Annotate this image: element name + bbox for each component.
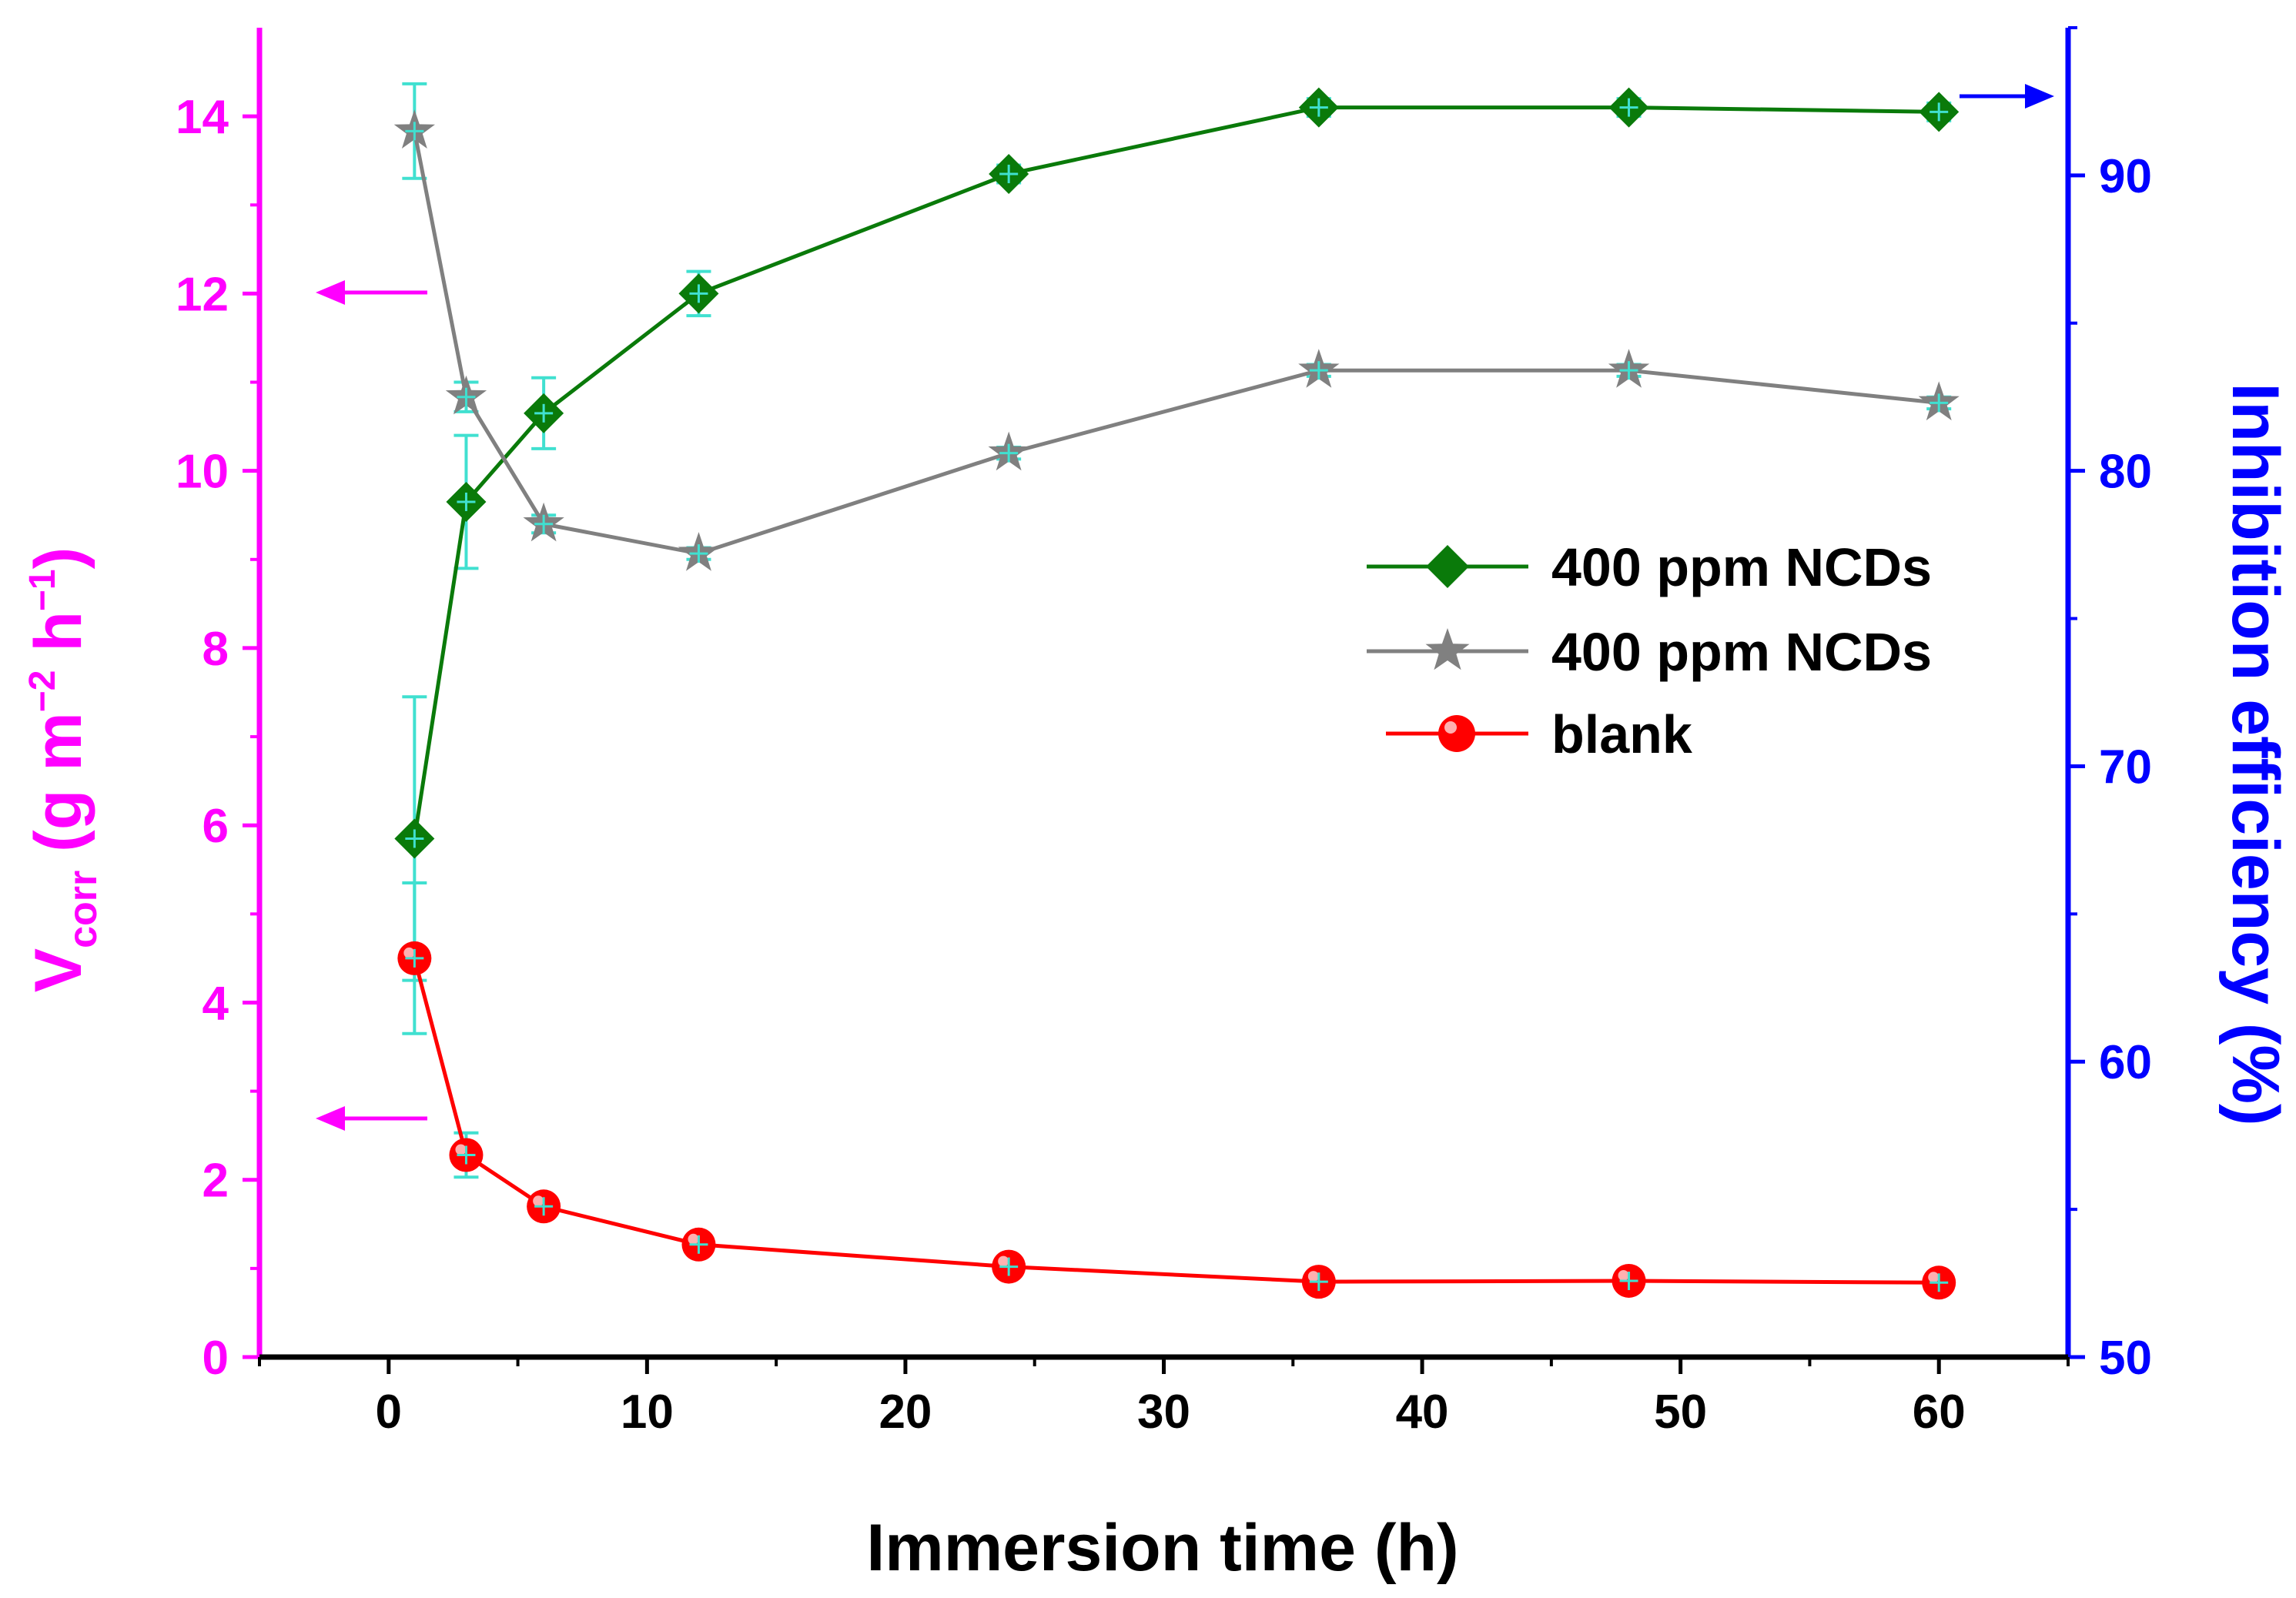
- right-y-ticks: 50 60 70 80 90: [2068, 26, 2152, 1385]
- right-tick-label: 50: [2099, 1332, 2152, 1385]
- right-tick-label: 60: [2099, 1036, 2152, 1089]
- data-point-circle: [397, 941, 432, 975]
- data-point-star: [393, 109, 435, 149]
- data-point-diamond: [1608, 87, 1649, 128]
- data-point-star: [1918, 381, 1960, 421]
- left-tick-label: 14: [176, 91, 229, 144]
- data-point-diamond: [1919, 92, 1960, 132]
- data-point-diamond: [394, 818, 435, 859]
- data-point-circle: [1612, 1263, 1646, 1298]
- left-tick-label: 2: [202, 1155, 229, 1208]
- x-axis-title: Immersion time (h): [866, 1511, 1458, 1585]
- series-markers: [393, 87, 1960, 1300]
- data-point-circle: [681, 1227, 716, 1262]
- x-tick-label: 20: [879, 1386, 932, 1439]
- left-tick-label: 12: [176, 268, 229, 321]
- x-tick-label: 40: [1396, 1386, 1449, 1439]
- x-tick-label: 0: [376, 1386, 402, 1439]
- data-point-circle: [1922, 1265, 1956, 1300]
- legend: 400 ppm NCDs 400 ppm NCDs blank: [1367, 537, 1932, 764]
- series-line-0: [412, 105, 1940, 839]
- data-point-star: [445, 375, 487, 415]
- left-tick-label: 6: [202, 800, 229, 853]
- right-y-axis-title: Inhibition efficiency (%): [2218, 383, 2292, 1125]
- data-point-diamond: [678, 273, 719, 314]
- data-point-diamond: [989, 153, 1029, 194]
- series-line-1: [412, 130, 1940, 556]
- left-y-ticks: 0 2 4 6 8 10 12 14: [176, 91, 259, 1385]
- legend-item-gray: 400 ppm NCDs: [1367, 622, 1932, 682]
- left-axis-arrow-lower: [316, 1106, 427, 1131]
- right-tick-label: 80: [2099, 446, 2152, 499]
- data-point-star: [1608, 349, 1650, 388]
- svg-text:400 ppm NCDs: 400 ppm NCDs: [1551, 622, 1932, 682]
- data-point-star: [988, 431, 1029, 471]
- svg-text:blank: blank: [1551, 704, 1692, 764]
- data-point-diamond: [446, 481, 487, 522]
- left-tick-label: 0: [202, 1332, 229, 1385]
- data-point-star: [523, 502, 564, 542]
- data-point-circle: [1301, 1265, 1336, 1299]
- right-axis-arrow: [1960, 84, 2054, 109]
- x-ticks: 0 10 20 30 40 50 60: [258, 1357, 2070, 1439]
- left-tick-label: 4: [202, 977, 229, 1030]
- left-y-axis-title: Vcorr (g m−2 h−1): [22, 547, 105, 993]
- data-point-star: [1298, 349, 1340, 388]
- legend-item-green: 400 ppm NCDs: [1367, 537, 1932, 597]
- x-tick-label: 50: [1654, 1386, 1707, 1439]
- svg-text:400 ppm NCDs: 400 ppm NCDs: [1551, 537, 1932, 597]
- data-point-diamond: [524, 393, 564, 433]
- data-point-circle: [992, 1249, 1026, 1284]
- x-tick-label: 10: [621, 1386, 674, 1439]
- left-tick-label: 8: [202, 623, 229, 676]
- x-tick-label: 30: [1137, 1386, 1190, 1439]
- right-tick-label: 90: [2099, 150, 2152, 203]
- data-point-star: [678, 532, 720, 571]
- x-tick-label: 60: [1913, 1386, 1966, 1439]
- data-point-diamond: [1298, 87, 1339, 128]
- legend-item-red: blank: [1386, 704, 1692, 764]
- left-axis-arrow-upper: [316, 280, 427, 305]
- data-point-circle: [449, 1138, 484, 1172]
- right-tick-label: 70: [2099, 740, 2152, 794]
- left-tick-label: 10: [176, 446, 229, 499]
- data-point-circle: [527, 1189, 561, 1224]
